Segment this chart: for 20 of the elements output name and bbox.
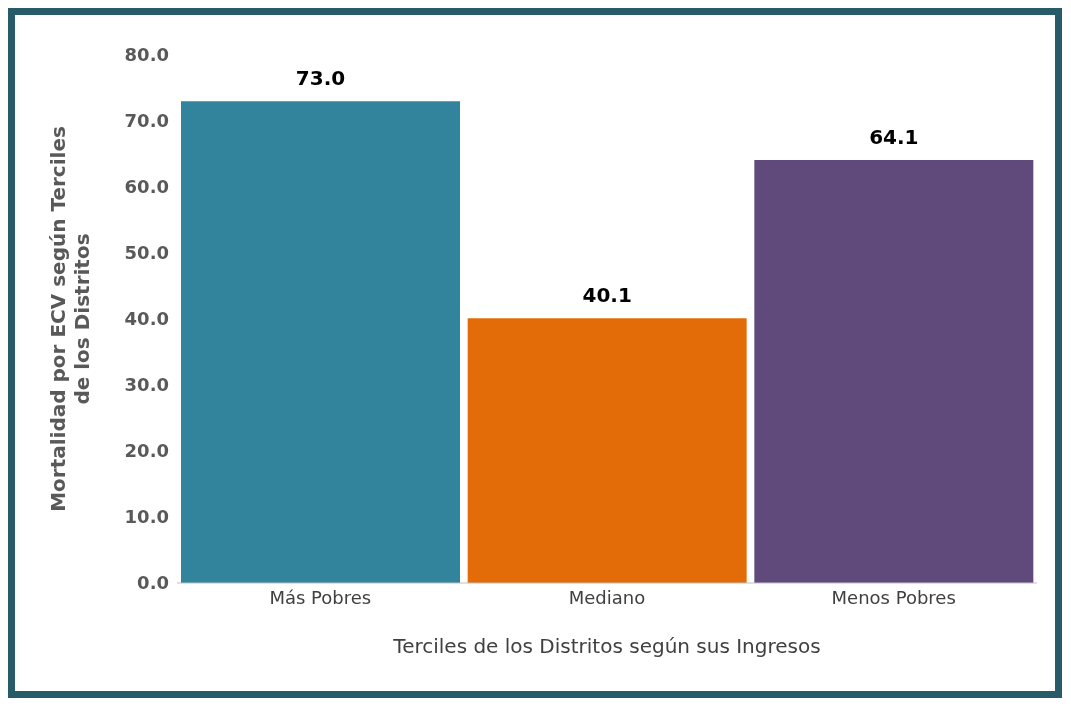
y-tick-label: 40.0	[124, 308, 169, 330]
bar	[754, 159, 1034, 583]
data-label: 40.1	[582, 283, 632, 308]
bar	[181, 101, 460, 583]
y-tick-label: 70.0	[124, 110, 169, 132]
y-tick-label: 60.0	[124, 176, 169, 198]
y-tick-label: 20.0	[124, 440, 169, 462]
data-label: 64.1	[869, 124, 919, 149]
data-label: 73.0	[295, 66, 346, 91]
y-tick-label: 0.0	[137, 572, 169, 594]
x-tick-label: Menos Pobres	[831, 586, 956, 608]
y-axis-title: Mortalidad por ECV según Terciles de los Distritos	[46, 126, 94, 512]
x-axis-title: Terciles de los Distritos según sus Ingresos	[392, 634, 821, 658]
y-tick-label: 50.0	[124, 242, 169, 264]
y-tick-label: 30.0	[124, 374, 169, 396]
y-tick-label: 10.0	[124, 506, 169, 528]
bar	[467, 318, 747, 583]
x-tick-label: Mediano	[568, 586, 646, 608]
x-tick-label: Más Pobres	[269, 586, 372, 608]
y-tick-label: 80.0	[124, 44, 169, 66]
